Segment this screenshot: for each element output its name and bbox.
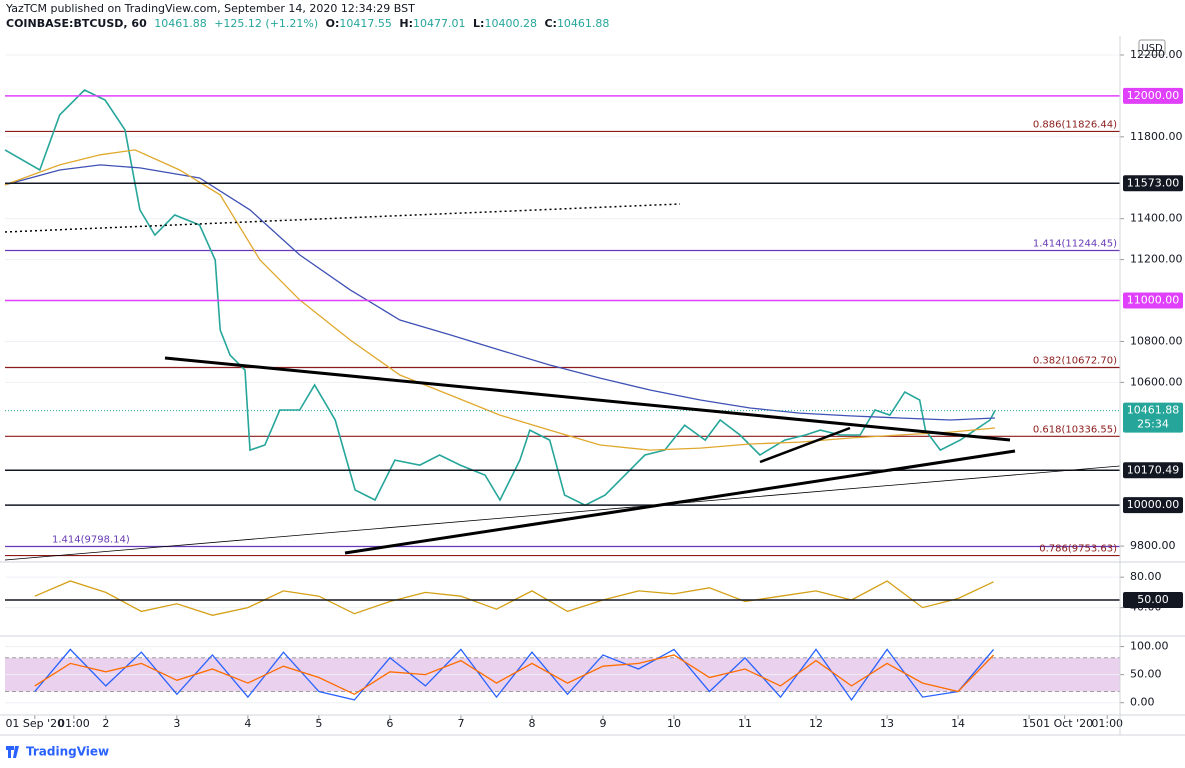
y-tick-label: 50.00 bbox=[1130, 668, 1162, 681]
x-tick-label: 4 bbox=[244, 717, 251, 730]
level-label: 11573.00 bbox=[1127, 176, 1180, 189]
countdown: 25:34 bbox=[1137, 418, 1169, 431]
x-tick-label: 2 bbox=[102, 717, 109, 730]
x-tick-label: 13 bbox=[880, 717, 894, 730]
y-tick-label: 10600.00 bbox=[1130, 375, 1183, 388]
trend-line bbox=[164, 356, 1011, 442]
last-price-label: 10461.88 bbox=[1127, 404, 1180, 417]
series-line bbox=[34, 654, 995, 696]
y-tick-label: 11400.00 bbox=[1130, 212, 1183, 225]
byline: YazTCM published on TradingView.com, Sep… bbox=[5, 2, 415, 15]
level-label: 11000.00 bbox=[1127, 294, 1180, 307]
last-price: 10461.88 bbox=[154, 17, 207, 30]
level-box bbox=[1123, 462, 1183, 479]
y-tick-label: 80.00 bbox=[1130, 570, 1162, 583]
x-tick-label: 01 Sep '20 bbox=[5, 717, 64, 730]
x-tick-label: 01:00 bbox=[58, 717, 90, 730]
level-box bbox=[1123, 497, 1183, 514]
fib-label: 1.414(9798.14) bbox=[52, 534, 130, 545]
trend-line bbox=[344, 449, 1016, 555]
trend-line bbox=[4, 465, 1121, 561]
x-tick-label: 14 bbox=[951, 717, 965, 730]
ohlc-label: C: bbox=[544, 17, 556, 30]
x-tick-label: 15 bbox=[1022, 717, 1036, 730]
y-tick-label: 11800.00 bbox=[1130, 130, 1183, 143]
x-tick-label: 8 bbox=[528, 717, 535, 730]
level-label: 12000.00 bbox=[1127, 89, 1180, 102]
level-label: 10170.49 bbox=[1127, 463, 1180, 476]
level-box bbox=[1123, 175, 1183, 192]
ohlc-label: L: bbox=[473, 17, 484, 30]
x-tick-label: 01:00 bbox=[1091, 717, 1123, 730]
trend-line bbox=[759, 426, 851, 464]
level-label: 50.00 bbox=[1137, 593, 1169, 606]
currency: USD bbox=[1141, 43, 1163, 54]
fib-label: 0.786(9753.63) bbox=[1039, 544, 1117, 555]
change: +125.12 (+1.21%) bbox=[214, 17, 318, 30]
ohlc-value: 10461.88 bbox=[557, 17, 610, 30]
trend-lines bbox=[4, 203, 1121, 561]
ohlc-label: O: bbox=[326, 17, 340, 30]
level-box bbox=[1123, 87, 1183, 104]
x-tick-label: 7 bbox=[457, 717, 464, 730]
x-tick-label: 5 bbox=[315, 717, 322, 730]
logo: TradingView bbox=[26, 745, 109, 759]
x-tick-label: 10 bbox=[667, 717, 681, 730]
x-tick-label: 3 bbox=[173, 717, 180, 730]
fib-label: 0.382(10672.70) bbox=[1033, 356, 1117, 367]
x-tick-label: 6 bbox=[386, 717, 393, 730]
y-tick-label: 11200.00 bbox=[1130, 253, 1183, 266]
symbol-line: COINBASE:BTCUSD, 60 10461.88 +125.12 (+1… bbox=[6, 17, 609, 30]
level-box bbox=[1123, 592, 1183, 609]
symbol: COINBASE:BTCUSD, 60 bbox=[6, 17, 147, 30]
logo-icon bbox=[6, 746, 19, 758]
level-box bbox=[1123, 292, 1183, 309]
x-tick-label: 12 bbox=[809, 717, 823, 730]
ohlc-value: 10477.01 bbox=[413, 17, 466, 30]
series-line bbox=[4, 149, 996, 451]
level-label: 10000.00 bbox=[1127, 498, 1180, 511]
x-tick-label: 11 bbox=[738, 717, 752, 730]
y-tick-label: 10800.00 bbox=[1130, 334, 1183, 347]
fib-label: 0.618(10336.55) bbox=[1033, 424, 1117, 435]
ohlc-value: 10417.55 bbox=[339, 17, 392, 30]
plot-area: 9800.00 10600.00 10800.00 11200.00 11400.00 1… bbox=[4, 48, 1183, 730]
fib-label: 0.886(11826.44) bbox=[1033, 119, 1117, 130]
y-tick-label: 9800.00 bbox=[1130, 539, 1176, 552]
fib-label: 1.414(11244.45) bbox=[1033, 239, 1117, 250]
currency-box bbox=[1138, 39, 1166, 56]
y-tick-label: 100.00 bbox=[1130, 640, 1169, 653]
x-tick-label: 9 bbox=[599, 717, 606, 730]
ohlc-label: H: bbox=[399, 17, 413, 30]
x-tick-label: 01 Oct '20 bbox=[1036, 717, 1093, 730]
y-tick-label: 12200.00 bbox=[1130, 48, 1183, 61]
last-price-box bbox=[1123, 402, 1183, 433]
series-line bbox=[4, 89, 996, 507]
series-line bbox=[4, 164, 996, 421]
y-tick-label: 0.00 bbox=[1130, 696, 1155, 709]
ohlc-value: 10400.28 bbox=[484, 17, 537, 30]
